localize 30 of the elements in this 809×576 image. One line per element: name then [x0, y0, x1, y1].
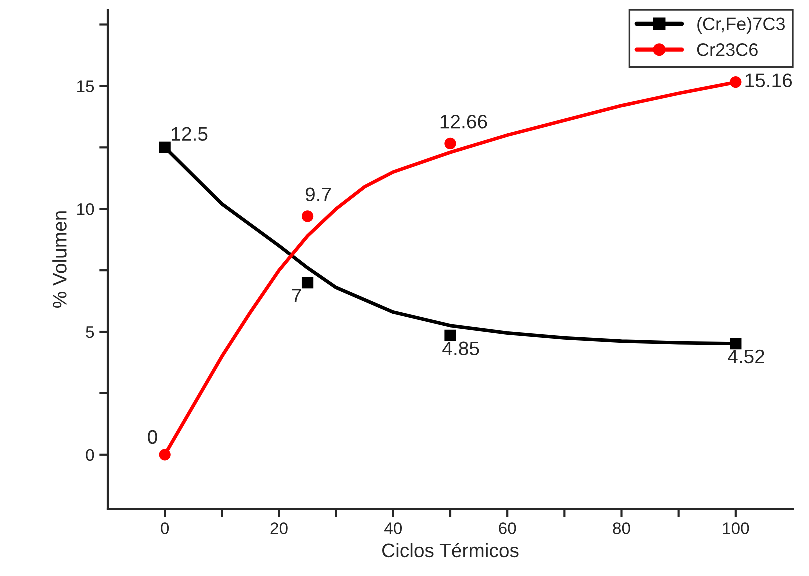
legend-label: (Cr,Fe)7C3	[698, 17, 785, 34]
x-tick-label: 0	[161, 522, 170, 534]
data-label: 12.66	[440, 115, 488, 129]
x-tick-label: 40	[384, 522, 402, 534]
data-label: 0	[148, 430, 158, 444]
data-label: 15.16	[746, 74, 792, 88]
point	[444, 330, 456, 342]
y-tick-label: 10	[78, 204, 94, 216]
point	[159, 142, 171, 154]
data-label: 7	[292, 289, 302, 302]
point	[302, 277, 314, 289]
data-label: 9.7	[306, 188, 332, 202]
y-tick-label: 5	[86, 326, 94, 338]
point	[302, 210, 314, 222]
data-label: 4.85	[442, 342, 480, 356]
data-label: 4.52	[728, 350, 764, 364]
x-tick-label: 80	[613, 522, 630, 534]
x-tick-label: 20	[270, 522, 288, 534]
data-label: 12.5	[172, 127, 208, 142]
y-tick-label: 0	[86, 449, 94, 462]
point	[730, 76, 742, 88]
x-tick-label: 60	[499, 522, 516, 534]
y-tick-label: 15	[78, 80, 94, 92]
legend-label: Cr23C6	[697, 44, 758, 56]
point	[730, 338, 742, 350]
y-axis-title: % Volumen	[52, 212, 67, 308]
x-axis-title: Ciclos Térmicos	[382, 543, 519, 558]
point	[444, 138, 456, 150]
x-tick-label: 100	[723, 522, 750, 534]
point	[159, 449, 171, 461]
